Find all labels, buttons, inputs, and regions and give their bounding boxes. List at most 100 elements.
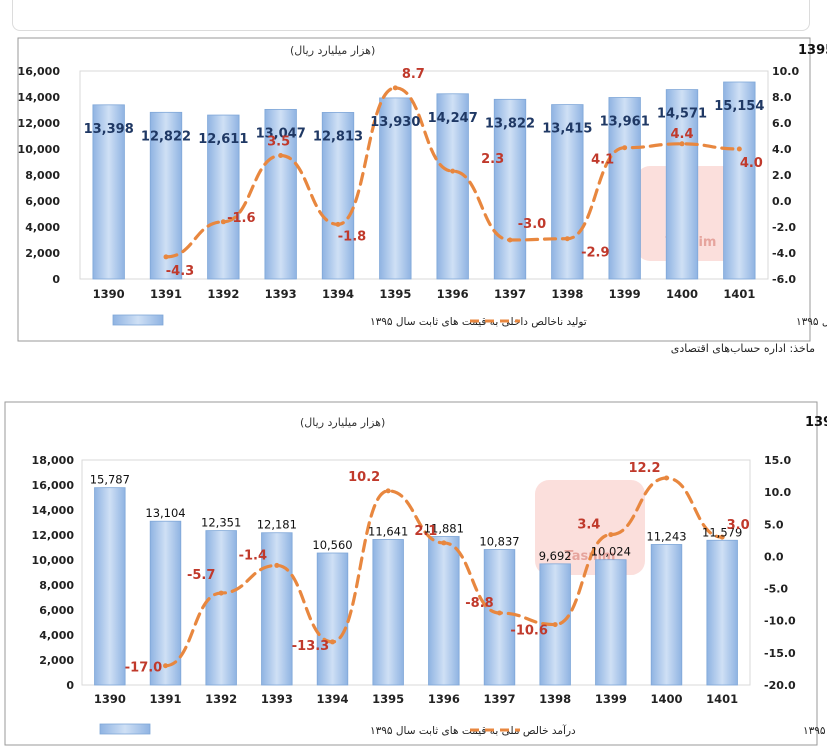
y-left-tick-label: 0	[66, 679, 74, 692]
growth-value-label: 4.4	[670, 127, 693, 142]
y-left-tick-label: 2,000	[39, 654, 74, 667]
growth-point	[664, 475, 669, 481]
bar-value-label: 11,641	[368, 524, 408, 538]
bar	[92, 104, 125, 280]
growth-value-label: 4.1	[591, 153, 614, 168]
growth-point	[330, 639, 335, 645]
bar	[316, 552, 349, 686]
y-right-tick-label: -4.0	[772, 247, 796, 260]
x-tick-label: 1397	[483, 692, 515, 706]
x-tick-label: 1393	[265, 287, 297, 301]
growth-value-label: -1.6	[227, 211, 255, 226]
y-right-tick-label: 5.0	[764, 518, 784, 531]
growth-line	[164, 86, 741, 259]
x-tick-label: 1399	[595, 692, 627, 706]
y-right-tick-label: 4.0	[772, 143, 792, 156]
chart-title: نمودار 2- درآمد خالص ملی به قیمت‌های ثاب…	[805, 413, 827, 430]
y-left-tick-label: 0	[52, 273, 60, 286]
y-left-tick-label: 16,000	[18, 65, 61, 78]
y-left-tick-label: 10,000	[32, 554, 75, 567]
bar-value-label: 10,837	[479, 535, 519, 549]
y-right-tick-label: -2.0	[772, 221, 796, 234]
bar-value-label: 12,181	[257, 518, 297, 532]
bar-value-label: 14,571	[657, 107, 707, 122]
growth-value-label: 2.3	[481, 152, 504, 167]
bar	[149, 111, 183, 280]
growth-value-label: 10.2	[348, 470, 380, 485]
bar	[493, 98, 527, 280]
y-right-tick-label: 15.0	[764, 454, 791, 467]
growth-point	[608, 532, 614, 538]
growth-point	[450, 168, 456, 174]
y-right-tick-label: -10.0	[764, 615, 796, 628]
x-tick-label: 1401	[723, 287, 755, 301]
chart-panel-gdp: نمودار 1- تولید ناخالص داخلی به قیمت‌های…	[0, 36, 827, 366]
growth-point	[564, 236, 570, 242]
growth-value-label: -1.8	[338, 229, 366, 244]
legend-bar-swatch	[99, 723, 151, 735]
bar-value-label: 13,822	[485, 116, 535, 131]
y-left-tick-label: 4,000	[39, 629, 74, 642]
bar	[595, 559, 627, 686]
plot-area	[81, 459, 751, 686]
bar	[665, 89, 699, 280]
growth-value-label: -17.0	[125, 661, 162, 676]
growth-point	[385, 488, 391, 494]
x-tick-label: 1399	[609, 287, 641, 301]
y-right-tick-label: 10.0	[772, 65, 799, 78]
bar-value-label: 9,692	[539, 549, 572, 563]
bar-value-label: 15,154	[714, 99, 764, 114]
x-tick-label: 1396	[437, 287, 469, 301]
bar	[321, 112, 355, 280]
legend-bar-swatch	[112, 314, 164, 326]
watermark-logo	[535, 480, 645, 575]
growth-value-label: -13.3	[292, 639, 329, 654]
bar	[372, 539, 404, 686]
bar-value-label: 13,398	[84, 122, 134, 137]
growth-value-label: -3.0	[518, 217, 546, 232]
growth-point	[218, 590, 224, 596]
chart-title: نمودار 1- تولید ناخالص داخلی به قیمت‌های…	[798, 43, 827, 58]
x-tick-label: 1398	[539, 692, 571, 706]
y-right-tick-label: -20.0	[764, 679, 796, 692]
y-right-tick-label: -6.0	[772, 273, 796, 286]
y-left-tick-label: 12,000	[18, 117, 61, 130]
bar	[436, 93, 469, 280]
x-tick-label: 1395	[379, 287, 411, 301]
y-left-tick-label: 6,000	[39, 604, 74, 617]
growth-point	[335, 221, 341, 227]
y-left-tick-label: 8,000	[25, 169, 60, 182]
bar-value-label: 10,560	[312, 538, 352, 552]
y-left-tick-label: 4,000	[25, 221, 60, 234]
bar	[706, 539, 738, 686]
growth-point	[163, 663, 168, 669]
chart-panel-nni: نمودار 2- درآمد خالص ملی به قیمت‌های ثاب…	[0, 400, 827, 750]
x-tick-label: 1401	[706, 692, 738, 706]
growth-value-label: -1.4	[239, 548, 267, 563]
x-tick-label: 1400	[666, 287, 698, 301]
growth-value-label: -2.9	[581, 246, 609, 261]
plot-area	[79, 70, 769, 280]
bar	[428, 536, 460, 686]
growth-value-label: 3.0	[727, 518, 750, 533]
bar-value-label: 10,024	[591, 545, 631, 559]
y-right-tick-label: -15.0	[764, 647, 796, 660]
x-tick-label: 1394	[322, 287, 354, 301]
growth-value-label: -5.7	[187, 568, 215, 583]
growth-point	[163, 254, 169, 260]
growth-value-label: 2.1	[414, 524, 437, 539]
x-tick-label: 1393	[261, 692, 293, 706]
growth-point	[679, 141, 685, 147]
growth-point	[497, 610, 502, 616]
gdp-chart: نمودار 1- تولید ناخالص داخلی به قیمت‌های…	[17, 37, 827, 342]
growth-point	[552, 622, 558, 628]
growth-point	[278, 153, 284, 158]
x-tick-label: 1390	[93, 287, 125, 301]
growth-value-label: -8.8	[465, 596, 493, 611]
growth-point	[441, 540, 447, 546]
x-tick-label: 1394	[316, 692, 348, 706]
bar-value-label: 11,243	[646, 529, 686, 543]
x-tick-label: 1395	[372, 692, 404, 706]
y-left-tick-label: 10,000	[18, 143, 61, 156]
chart-unit: (هزار میلیارد ریال)	[300, 416, 385, 429]
